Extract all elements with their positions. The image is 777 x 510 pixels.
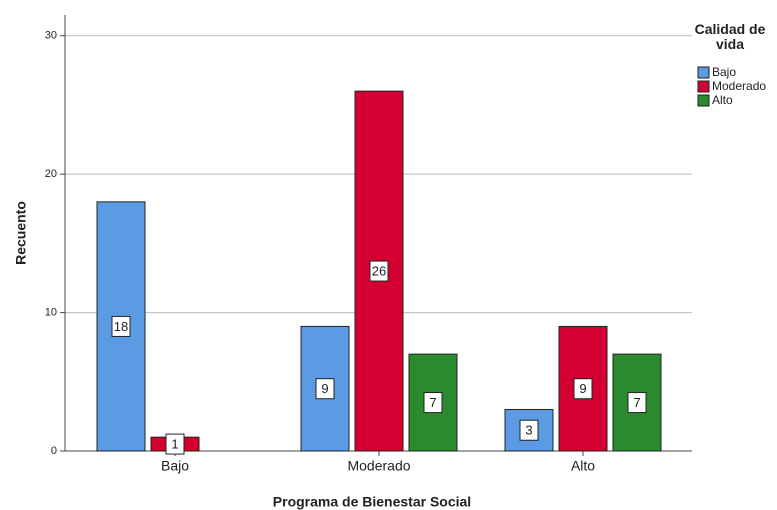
y-tick-label: 20 bbox=[45, 168, 57, 180]
data-label-box bbox=[423, 392, 443, 414]
bar bbox=[354, 90, 404, 452]
data-label: 9 bbox=[321, 381, 328, 396]
legend-swatch bbox=[697, 94, 710, 107]
y-tick-label: 0 bbox=[51, 445, 57, 457]
data-label-box bbox=[573, 378, 593, 400]
legend-swatch bbox=[697, 66, 710, 79]
data-label: 26 bbox=[372, 264, 386, 279]
x-tick-label: Bajo bbox=[161, 458, 189, 474]
legend-label: Moderado bbox=[712, 79, 766, 93]
data-label: 7 bbox=[633, 395, 640, 410]
data-label-box bbox=[519, 419, 539, 441]
legend-title: Calidad de vida bbox=[694, 21, 766, 52]
y-tick-label: 10 bbox=[45, 306, 57, 318]
data-label-box bbox=[627, 392, 647, 414]
y-tick-label: 30 bbox=[45, 30, 57, 42]
data-label-box bbox=[315, 378, 335, 400]
data-label-box bbox=[369, 260, 389, 282]
data-label: 1 bbox=[171, 437, 178, 452]
data-label: 9 bbox=[579, 381, 586, 396]
y-axis-label: Recuento bbox=[13, 201, 29, 265]
data-label: 7 bbox=[429, 395, 436, 410]
data-label: 3 bbox=[525, 423, 532, 438]
x-tick-label: Alto bbox=[571, 458, 595, 474]
legend-swatch bbox=[697, 80, 710, 93]
data-label-box bbox=[165, 433, 185, 455]
legend-label: Bajo bbox=[712, 65, 736, 79]
x-tick-label: Moderado bbox=[347, 458, 410, 474]
data-label-box bbox=[111, 315, 131, 337]
legend-label: Alto bbox=[712, 93, 733, 107]
data-label: 18 bbox=[114, 319, 128, 334]
x-axis-label: Programa de Bienestar Social bbox=[273, 494, 471, 510]
